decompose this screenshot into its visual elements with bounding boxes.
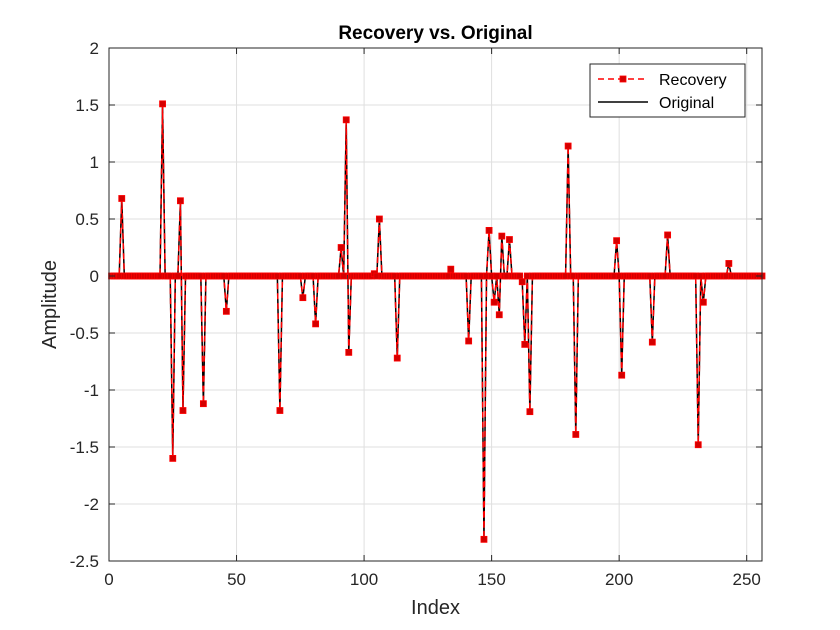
x-tick-label: 100 xyxy=(350,570,378,589)
x-tick-label: 200 xyxy=(605,570,633,589)
x-axis-label: Index xyxy=(411,597,460,619)
recovery-point xyxy=(199,400,207,408)
recovery-point xyxy=(618,371,626,379)
recovery-point xyxy=(118,195,126,202)
legend-label-recovery: Recovery xyxy=(659,72,727,89)
y-tick-label: -0.5 xyxy=(70,324,99,343)
recovery-point xyxy=(664,231,672,239)
y-tick-label: 0.5 xyxy=(75,210,99,229)
recovery-point xyxy=(572,431,580,438)
recovery-point xyxy=(337,244,345,251)
recovery-point xyxy=(393,354,401,362)
x-tick-label: 150 xyxy=(477,570,505,589)
y-tick-label: 1.5 xyxy=(75,96,99,115)
recovery-point xyxy=(177,197,184,205)
x-tick-label: 250 xyxy=(733,570,761,589)
legend-label-original: Original xyxy=(659,95,714,112)
recovery-point xyxy=(516,272,524,280)
recovery-point xyxy=(465,337,473,345)
chart-title: Recovery vs. Original xyxy=(338,23,532,44)
recovery-point xyxy=(485,226,493,234)
recovery-point xyxy=(276,407,284,414)
recovery-point xyxy=(480,535,488,543)
legend-box xyxy=(589,63,746,118)
recovery-point xyxy=(694,441,702,449)
recovery-point xyxy=(613,237,621,245)
legend-marker-recovery xyxy=(619,75,627,83)
recovery-point xyxy=(174,272,182,280)
series-recovery xyxy=(108,100,766,543)
recovery-point xyxy=(518,278,526,286)
recovery-point xyxy=(299,294,307,302)
y-tick-label: -1.5 xyxy=(70,438,99,457)
legend: Recovery Original xyxy=(589,63,746,118)
recovery-point xyxy=(699,298,707,306)
x-ticks: 0 50 100 150 200 250 xyxy=(104,48,761,589)
recovery-point xyxy=(506,236,513,243)
y-tick-label: 1 xyxy=(90,153,99,172)
recovery-point xyxy=(345,348,353,356)
y-axis-label: Amplitude xyxy=(39,260,61,349)
y-tick-label: -2 xyxy=(84,495,99,514)
recovery-point xyxy=(498,232,506,240)
recovery-point xyxy=(312,320,320,328)
recovery-point xyxy=(159,100,166,108)
recovery-point xyxy=(342,116,350,124)
recovery-point xyxy=(493,272,501,280)
recovery-point xyxy=(222,307,230,315)
plot-frame xyxy=(108,47,763,562)
recovery-point xyxy=(521,340,529,348)
recovery-point xyxy=(340,272,348,280)
plot-area xyxy=(109,48,762,561)
recovery-point xyxy=(564,142,572,150)
y-tick-label: 0 xyxy=(90,267,99,286)
y-tick-label: -2.5 xyxy=(70,552,99,571)
recovery-point xyxy=(375,215,383,223)
recovery-point xyxy=(526,408,534,416)
y-ticks: -2.5 -2 -1.5 -1 -0.5 0 0.5 1 1.5 2 xyxy=(70,39,762,571)
recovery-point xyxy=(495,311,503,319)
recovery-point xyxy=(648,338,656,346)
recovery-point xyxy=(725,260,733,267)
recovery-point xyxy=(447,265,455,273)
recovery-point xyxy=(169,454,177,462)
x-tick-label: 0 xyxy=(104,570,113,589)
recovery-point xyxy=(490,298,498,306)
recovery-point xyxy=(179,407,187,414)
y-tick-label: 2 xyxy=(90,39,99,58)
x-tick-label: 50 xyxy=(227,570,246,589)
y-tick-label: -1 xyxy=(84,381,99,400)
